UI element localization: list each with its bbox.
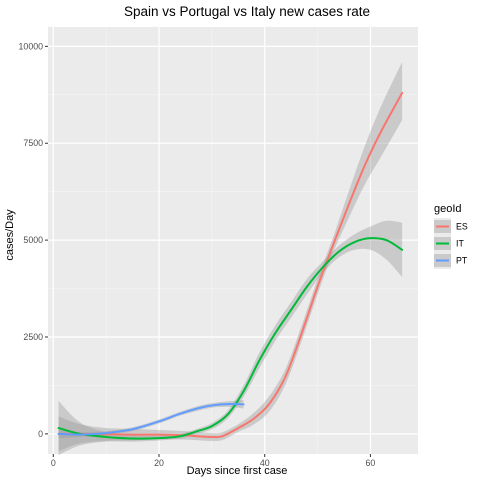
chart-title: Spain vs Portugal vs Italy new cases rat… [124,4,370,19]
confidence-bands [58,61,403,456]
y-axis-title: cases/Day [4,209,16,261]
grid-lines [48,27,418,454]
x-tick-label: 40 [260,458,270,468]
legend-label: IT [456,239,464,249]
x-tick-label: 0 [51,458,56,468]
legend-item-it: IT [434,235,464,252]
y-tick-label: 2500 [23,332,43,342]
confidence-band-it [58,220,403,456]
legend-label: ES [456,222,468,232]
x-tick-label: 60 [366,458,376,468]
legend: geoId ES IT PT [434,203,468,269]
legend-item-es: ES [434,218,468,235]
series-line-pt [57,403,245,436]
series-line-es [57,91,404,439]
legend-label: PT [456,256,468,266]
y-tick-label: 5000 [23,235,43,245]
y-tick-label: 7500 [23,138,43,148]
y-tick-label: 0 [38,429,43,439]
x-axis-title: Days since first case [187,465,288,477]
y-tick-label: 10000 [19,41,44,51]
axes: 0 20 40 60 0 2500 5000 7500 10000 [19,41,376,468]
series-line-it [57,237,404,440]
x-tick-label: 20 [154,458,164,468]
legend-item-pt: PT [434,252,468,269]
series-lines [57,91,404,440]
legend-title: geoId [434,203,462,215]
confidence-band-pt [58,400,244,439]
